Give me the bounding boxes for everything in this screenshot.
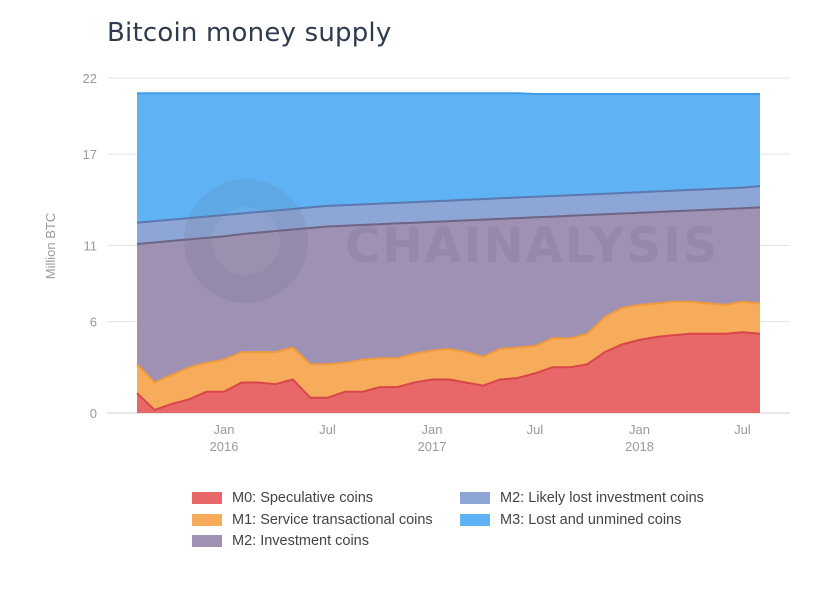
legend-item: M3: Lost and unmined coins <box>460 512 681 528</box>
legend-label: M0: Speculative coins <box>232 490 374 506</box>
chart-title: Bitcoin money supply <box>107 18 392 48</box>
legend-label: M2: Likely lost investment coins <box>500 490 704 506</box>
x-tick-label: Jan <box>629 422 650 437</box>
legend: M0: Speculative coins M1: Service transac… <box>192 490 752 560</box>
y-axis-label: Million BTC <box>43 213 58 279</box>
legend-swatch <box>192 492 222 504</box>
legend-item: M0: Speculative coins <box>192 490 373 506</box>
series-line-4 <box>136 185 761 224</box>
series-line-2 <box>136 300 761 384</box>
series-line-3 <box>136 206 761 245</box>
legend-swatch <box>192 513 222 526</box>
series-line-5 <box>137 92 760 95</box>
x-tick-label: Jul <box>734 422 751 437</box>
x-tick-label: Jan <box>422 422 443 437</box>
legend-item: M2: Likely lost investment coins <box>460 490 704 506</box>
y-tick-label: 6 <box>90 315 97 330</box>
y-tick-label: 0 <box>90 406 97 421</box>
y-tick-label: 22 <box>83 71 97 86</box>
area-1 <box>137 332 760 413</box>
y-tick-label: 17 <box>83 147 97 162</box>
x-tick-year-label: 2017 <box>418 439 447 454</box>
watermark: CHAINALYSIS <box>184 179 720 303</box>
watermark-text: CHAINALYSIS <box>345 218 720 274</box>
x-tick-label: Jul <box>527 422 544 437</box>
x-tick-labels: Jan 2016 Jul Jan 2017 Jul Jan 2018 Jul <box>210 422 751 454</box>
legend-swatch <box>192 535 222 547</box>
x-tick-label: Jul <box>319 422 336 437</box>
watermark-logo-inner-icon <box>212 207 280 275</box>
legend-label: M2: Investment coins <box>232 533 369 549</box>
x-tick-label: Jan <box>213 422 234 437</box>
legend-item: M2: Investment coins <box>192 533 369 549</box>
legend-label: M3: Lost and unmined coins <box>500 511 682 528</box>
series-lines <box>136 92 761 412</box>
area-series <box>137 93 760 413</box>
y-tick-labels: 0 6 11 17 22 <box>83 71 97 421</box>
x-tick-year-label: 2018 <box>625 439 654 454</box>
legend-label: M1: Service transactional coins <box>232 511 433 528</box>
legend-swatch <box>460 492 490 504</box>
legend-item: M1: Service transactional coins <box>192 512 433 528</box>
series-line-1 <box>136 331 761 412</box>
y-tick-label: 11 <box>84 239 98 254</box>
x-tick-year-label: 2016 <box>210 439 239 454</box>
legend-swatch <box>460 513 490 526</box>
